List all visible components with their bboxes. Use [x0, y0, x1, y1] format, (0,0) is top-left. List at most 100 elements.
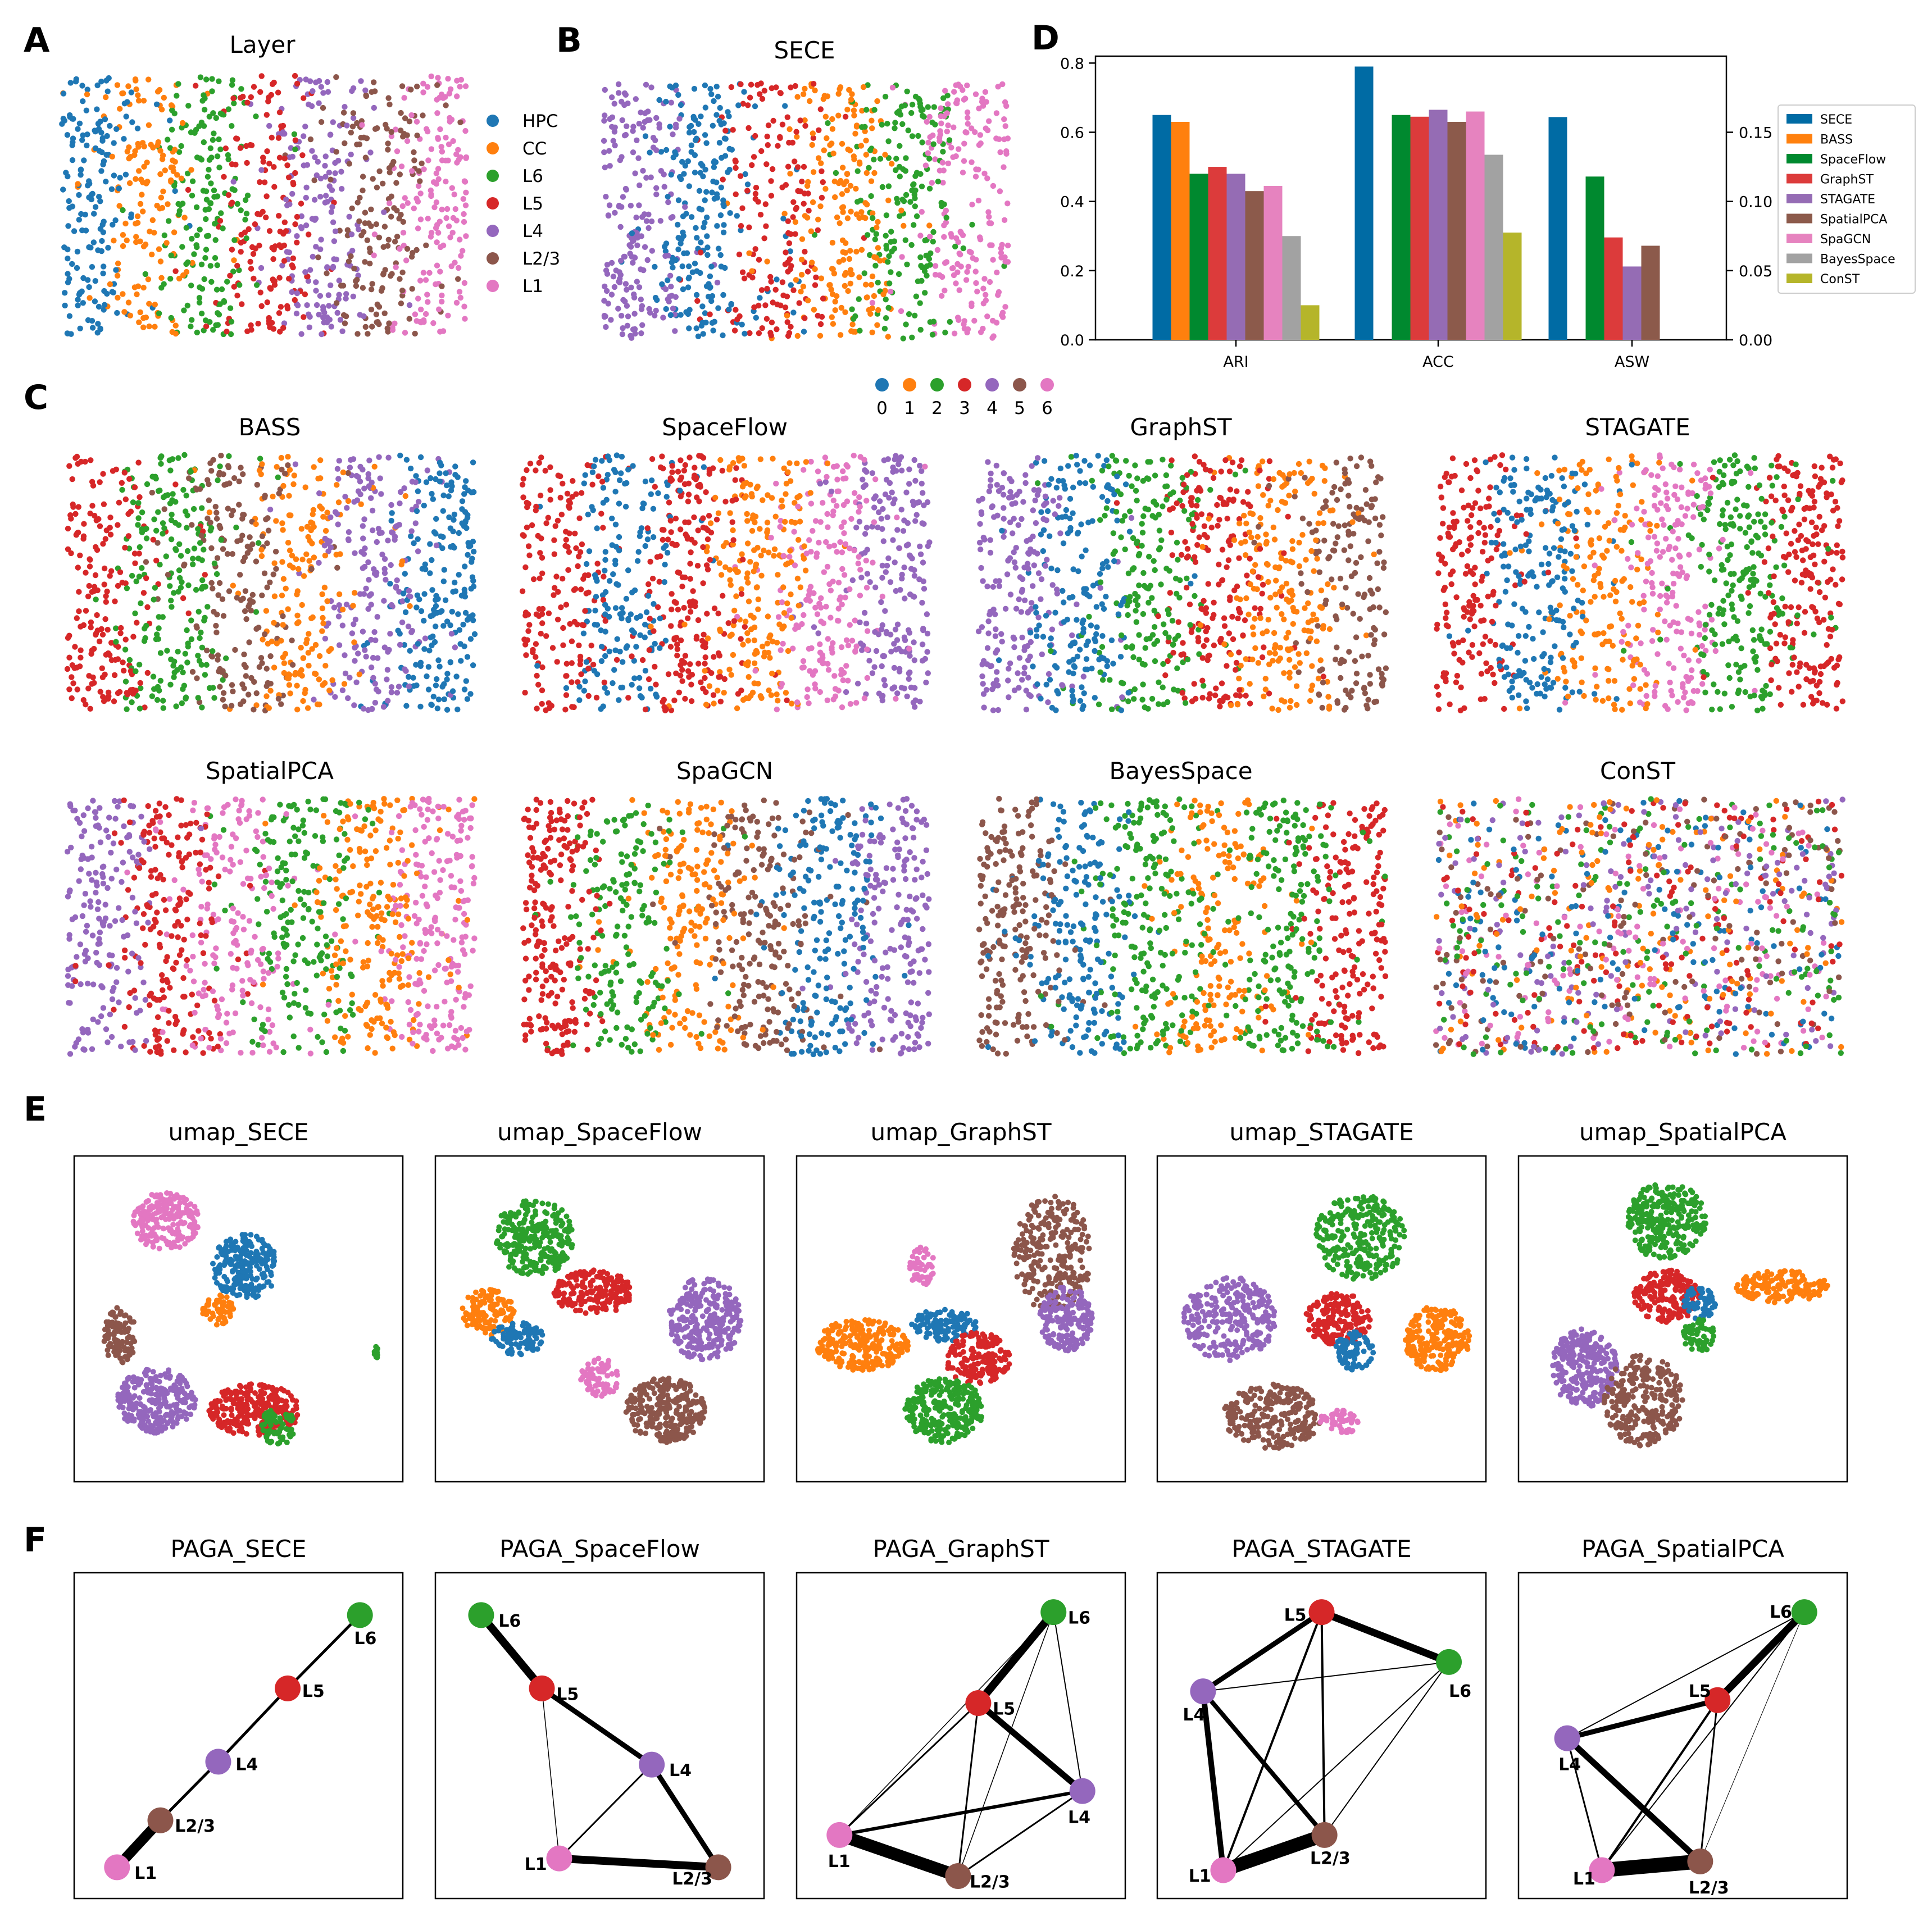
layer-spot — [197, 295, 202, 301]
sece-spot — [667, 84, 672, 89]
cluster-spot — [706, 513, 712, 518]
sece-spot — [698, 239, 703, 245]
layer-spot — [133, 176, 138, 182]
cluster-spot — [825, 524, 830, 530]
cluster-spot — [447, 622, 453, 628]
sece-spot — [686, 325, 692, 331]
layer-spot — [310, 88, 315, 94]
cluster-spot — [607, 578, 612, 584]
cluster-spot — [925, 670, 931, 676]
cluster-spot — [923, 680, 929, 685]
cluster-spot — [761, 654, 767, 659]
cluster-spot — [1261, 644, 1266, 650]
sece-spot — [601, 149, 607, 155]
layer-spot — [277, 329, 283, 334]
sece-spot — [948, 145, 954, 151]
sece-spot — [753, 246, 758, 252]
cluster-spot — [151, 686, 157, 692]
cluster-spot — [643, 479, 648, 484]
sece-spot — [612, 101, 617, 106]
cluster-spot — [100, 541, 106, 547]
layer-spot — [385, 95, 391, 101]
cluster-spot — [836, 580, 842, 585]
cluster-spot — [151, 516, 157, 522]
cluster-spot — [636, 549, 642, 554]
cluster-spot — [877, 498, 883, 504]
cluster-spot — [1204, 637, 1210, 643]
layer-spot — [340, 283, 346, 288]
layer-spot — [251, 84, 257, 90]
cluster-spot — [808, 490, 813, 495]
cluster-spot — [199, 533, 204, 539]
cluster-spot — [653, 682, 658, 688]
sece-spot — [807, 98, 812, 104]
cluster-spot — [383, 577, 388, 582]
layer-spot — [141, 164, 147, 170]
cluster-spot — [310, 511, 316, 517]
cluster-spot — [421, 618, 426, 623]
cluster-spot — [584, 561, 589, 567]
cluster-spot — [311, 464, 317, 470]
sece-spot — [753, 191, 758, 197]
layer-spot — [298, 201, 304, 206]
cluster-spot — [754, 650, 760, 655]
cluster-spot — [689, 698, 694, 704]
layer-spot — [216, 312, 222, 317]
cluster-spot — [649, 477, 654, 483]
layer-spot — [463, 233, 469, 239]
layer-spot — [392, 239, 398, 244]
cluster-spot — [666, 499, 672, 505]
sece-spot — [805, 298, 811, 303]
cluster-spot — [156, 488, 161, 494]
sece-spot — [969, 160, 974, 165]
sece-spot — [727, 210, 733, 216]
layer-spot — [369, 307, 374, 312]
sece-spot — [1005, 243, 1011, 248]
cluster-spot — [1353, 560, 1359, 566]
layer-spot — [408, 87, 413, 92]
cluster-spot — [610, 680, 615, 686]
cluster-spot — [456, 572, 462, 577]
cluster-spot — [533, 654, 538, 660]
sece-spot — [966, 264, 971, 270]
layer-spot — [328, 283, 333, 288]
sece-spot — [884, 212, 889, 218]
cluster-spot — [653, 691, 658, 697]
sece-spot — [816, 155, 821, 161]
cluster-spot — [770, 456, 775, 461]
layer-spot — [371, 252, 377, 258]
cluster-spot — [271, 620, 276, 626]
sece-spot — [838, 178, 843, 184]
sece-spot — [870, 274, 875, 279]
cluster-spot — [891, 641, 897, 647]
layer-spot — [149, 252, 154, 257]
cluster-spot — [194, 625, 199, 631]
sece-spot — [687, 183, 692, 189]
layer-spot — [319, 84, 324, 90]
cluster-spot — [415, 488, 421, 494]
layer-spot — [370, 176, 376, 181]
cluster-spot — [260, 534, 265, 539]
cluster-spot — [834, 503, 839, 508]
cluster-spot — [160, 698, 166, 703]
layer-spot — [99, 238, 104, 244]
cluster-spot — [701, 632, 706, 638]
sece-spot — [858, 143, 864, 148]
cluster-spot — [77, 553, 83, 558]
cluster-spot — [826, 581, 832, 587]
cluster-spot — [694, 636, 699, 641]
layer-spot — [209, 88, 215, 94]
cluster-spot — [385, 667, 390, 672]
cluster-spot — [125, 511, 131, 517]
sece-spot — [925, 104, 931, 110]
cluster-spot — [1136, 582, 1142, 588]
cluster-spot — [306, 631, 311, 636]
cluster-spot — [760, 497, 765, 503]
cluster-spot — [465, 512, 470, 518]
cluster-spot — [83, 702, 88, 707]
cluster-spot — [840, 476, 846, 481]
layer-spot — [412, 311, 418, 317]
layer-spot — [103, 179, 108, 184]
sece-spot — [778, 303, 783, 308]
cluster-spot — [692, 465, 697, 470]
